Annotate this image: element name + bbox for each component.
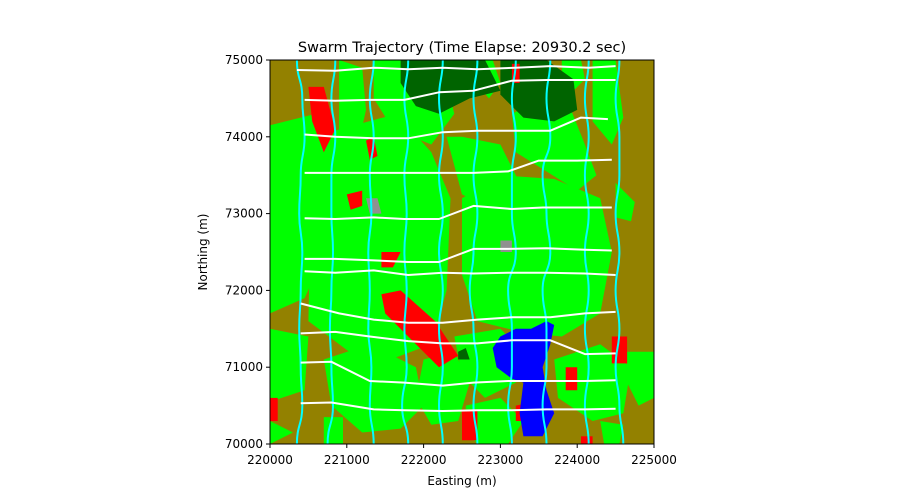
formation-line	[304, 116, 608, 140]
vegetation-patch	[339, 60, 366, 145]
y-tick-label: 74000	[225, 130, 263, 144]
vegetation-patch	[462, 175, 612, 337]
agent-trajectory	[468, 60, 479, 444]
x-axis: 220000 221000 222000 223000 224000 225000	[247, 444, 677, 467]
hazard-patch	[381, 290, 459, 368]
formation-line	[300, 401, 616, 412]
y-tick-label: 71000	[225, 360, 263, 374]
x-tick-label: 222000	[401, 453, 447, 467]
vegetation-patch	[600, 421, 624, 444]
gray-patch	[500, 240, 512, 252]
formation-line	[296, 65, 616, 72]
formation-line	[300, 302, 616, 324]
y-tick-label: 75000	[225, 53, 263, 67]
y-tick-label: 70000	[225, 437, 263, 451]
x-tick-label: 224000	[554, 453, 600, 467]
vegetation-patch	[415, 351, 470, 425]
y-tick-label: 73000	[225, 207, 263, 221]
vegetation-patch	[615, 182, 635, 222]
x-tick-label: 223000	[477, 453, 523, 467]
y-axis-label: Northing (m)	[196, 214, 210, 291]
agent-trajectory	[326, 60, 337, 444]
agent-trajectory	[367, 60, 375, 444]
vegetation-patch	[323, 417, 343, 444]
x-axis-label: Easting (m)	[427, 474, 496, 488]
agent-trajectory	[541, 60, 552, 444]
x-tick-label: 221000	[324, 453, 370, 467]
hazard-patch	[381, 252, 401, 268]
water-layer	[492, 321, 555, 437]
hazard-patch	[346, 190, 363, 210]
formation-line	[304, 204, 612, 220]
agent-trajectory	[507, 60, 517, 444]
agent-trajectory	[614, 60, 625, 444]
hazard-patch	[270, 397, 278, 421]
vegetation-patch	[627, 351, 654, 406]
y-axis: 70000 71000 72000 73000 74000 75000	[225, 53, 270, 451]
hazard-patch	[581, 436, 593, 444]
trajectory-layer	[295, 60, 625, 444]
chart-title: Swarm Trajectory (Time Elapse: 20930.2 s…	[298, 40, 626, 56]
agent-trajectory	[401, 60, 410, 444]
formation-line	[300, 360, 616, 387]
vegetation-patch	[554, 344, 631, 421]
formation-line	[300, 330, 616, 356]
agent-trajectory	[295, 60, 306, 444]
vegetation-patch	[270, 421, 293, 444]
dense-forest-patch	[458, 348, 470, 360]
vegetation-patch	[592, 60, 624, 145]
hazard-patch	[366, 136, 378, 160]
x-tick-label: 225000	[631, 453, 677, 467]
axes-frame	[269, 59, 655, 445]
formation-line	[304, 79, 616, 102]
hazard-patch	[565, 367, 578, 391]
formation-line-layer	[296, 65, 616, 412]
formation-line	[304, 247, 612, 263]
x-tick-label: 220000	[247, 453, 293, 467]
vegetation-patch	[270, 328, 309, 402]
y-tick-label: 72000	[225, 283, 263, 297]
agent-trajectory	[437, 60, 444, 444]
plot-area	[270, 60, 654, 444]
water-body	[492, 321, 555, 437]
formation-line	[304, 269, 616, 276]
formation-line	[304, 158, 612, 174]
gray-patch	[366, 198, 382, 214]
